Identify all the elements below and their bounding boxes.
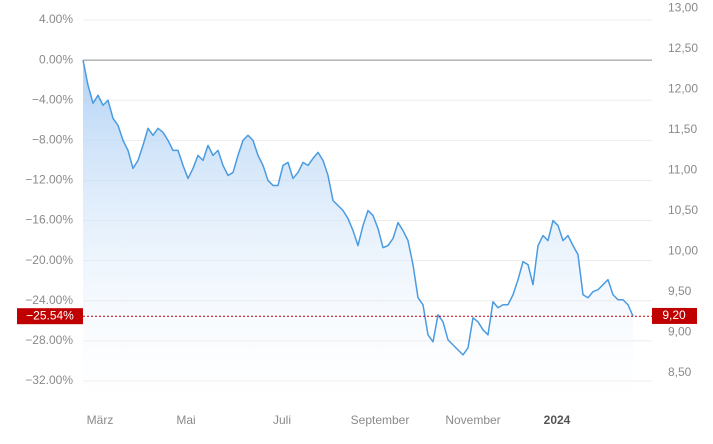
x-tick-label: März [87,413,114,427]
y2-tick-label: 13,00 [668,0,698,14]
x-tick-label: Juli [273,413,291,427]
y2-tick-label: 11,50 [668,122,697,136]
y-tick-label: −4.00% [32,92,73,106]
line [82,60,634,356]
x-tick-label: Mai [176,413,195,427]
current-price-box [652,307,697,324]
y2-tick-label: 11,00 [668,162,697,176]
y2-tick-label: 9,50 [668,284,692,298]
y-tick-label: −32.00% [25,373,73,387]
y2-tick-label: 9,00 [668,324,692,338]
y-tick-label: −24.00% [25,293,73,307]
y-tick-label: −28.00% [25,333,73,347]
y-tick-label: 0.00% [39,52,73,66]
x-tick-label: November [445,413,500,427]
y-tick-label: −8.00% [32,133,73,147]
y2-tick-label: 10,50 [668,203,698,217]
y-tick-label: −12.00% [25,173,73,187]
x-tick-label: September [351,413,410,427]
current-price-label: 9,20 [662,308,686,322]
y2-tick-label: 10,00 [668,243,698,257]
y-tick-label: −16.00% [25,213,73,227]
y2-tick-label: 12,00 [668,81,698,95]
y2-tick-label: 12,50 [668,41,698,55]
current-label-box [17,308,83,325]
current-label: −25.54% [26,308,74,322]
y-tick-label: 4.00% [39,12,73,26]
y2-tick-label: 8,50 [668,365,692,379]
x-tick-label: 2024 [544,413,571,427]
y-tick-label: −20.00% [25,253,73,267]
